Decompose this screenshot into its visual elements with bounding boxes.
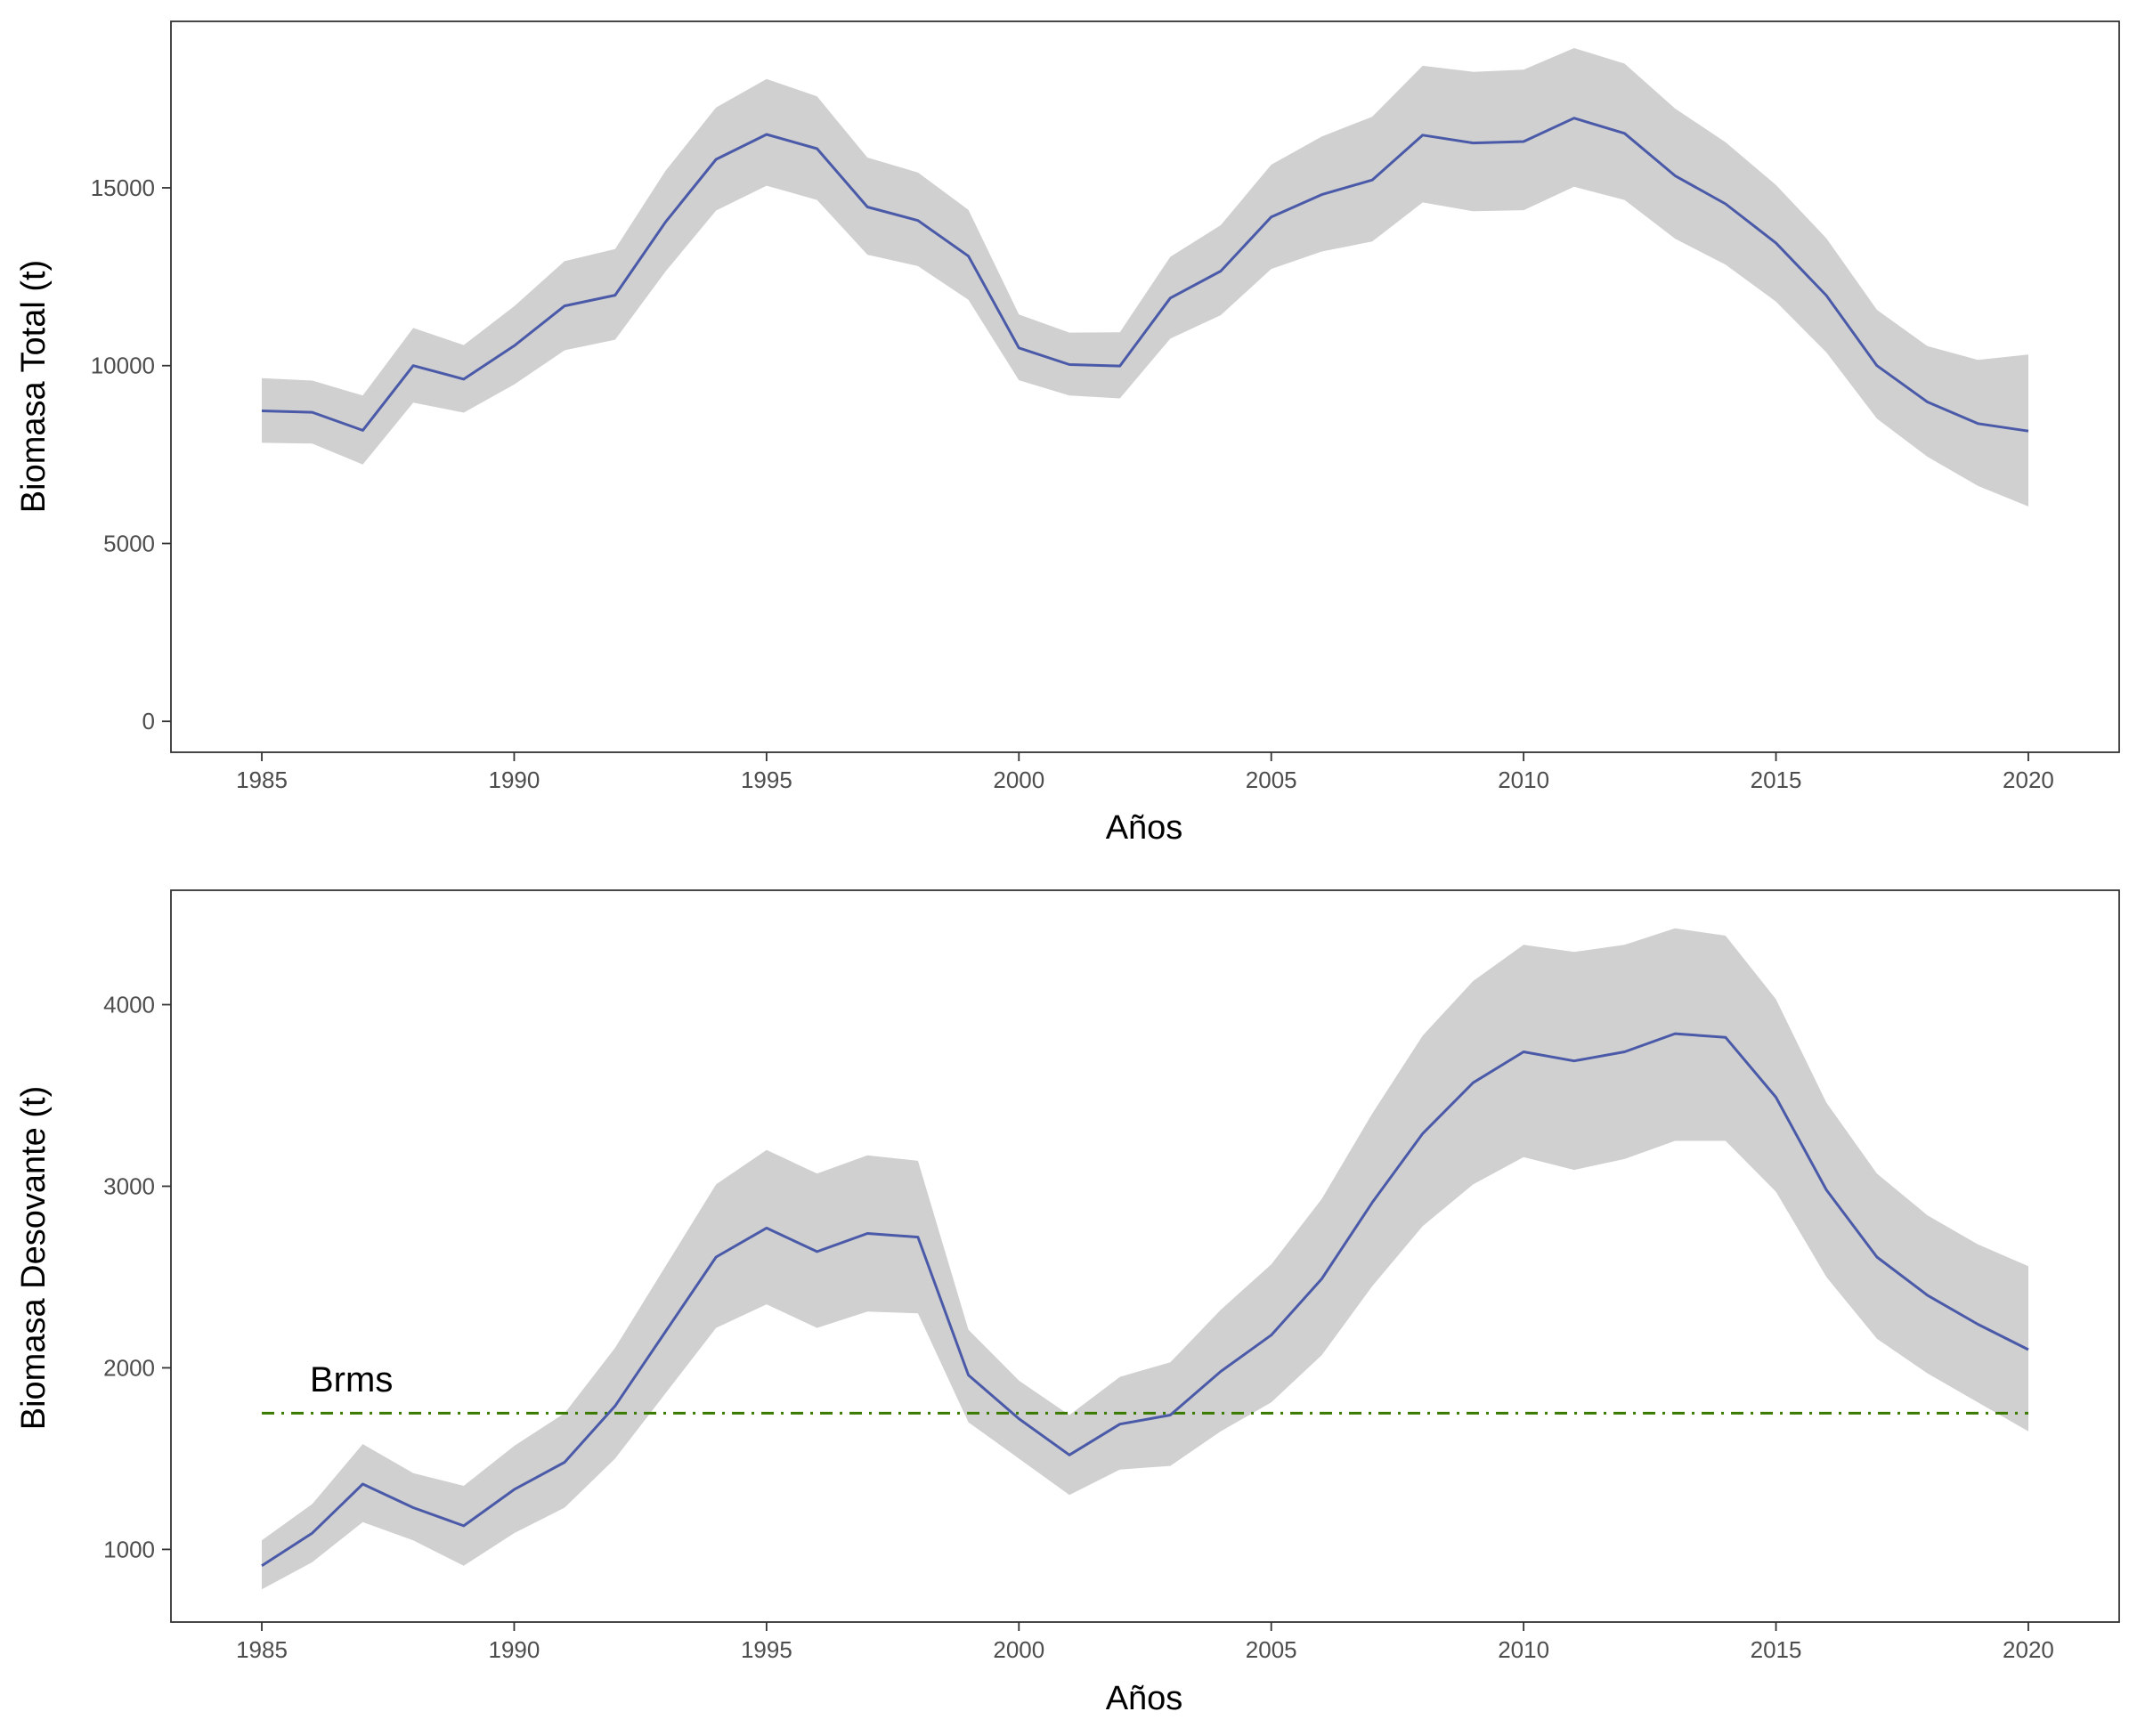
- spawning-biomass-panel: Brms 1985 1990 1995 2000 2005 2010 2015 2020 10…: [15, 889, 2120, 1717]
- y-tick-label: 0: [142, 708, 155, 734]
- x-tick-label: 2015: [1751, 1636, 1802, 1663]
- total-biomass-line-layer: [261, 117, 2029, 433]
- x-tick-label: 1985: [236, 767, 288, 793]
- y-tick-label: 2000: [103, 1354, 155, 1381]
- x-tick-label: 1990: [489, 767, 540, 793]
- x-tick-label: 1995: [741, 767, 792, 793]
- total-biomass-x-axis-title: Años: [1106, 809, 1183, 847]
- spawning-biomass-y-axis-title: Biomasa Desovante (t): [15, 1086, 53, 1431]
- spawning-biomass-x-axis: 1985 1990 1995 2000 2005 2010 2015 2020: [236, 1622, 2054, 1663]
- total-biomass-x-axis: 1985 1990 1995 2000 2005 2010 2015 2020: [236, 752, 2054, 793]
- x-tick-label: 2020: [2003, 767, 2054, 793]
- x-tick-label: 2005: [1246, 1636, 1297, 1663]
- y-tick-label: 5000: [103, 530, 155, 556]
- total-biomass-confidence-band: [262, 48, 2028, 507]
- spawning-biomass-confidence-band: [262, 928, 2028, 1590]
- x-tick-label: 2000: [993, 767, 1044, 793]
- total-biomass-estimate-line: [261, 117, 2029, 433]
- y-tick-label: 4000: [103, 992, 155, 1018]
- x-tick-label: 2010: [1498, 767, 1549, 793]
- spawning-biomass-line-layer: [261, 1032, 2029, 1568]
- x-tick-label: 2010: [1498, 1636, 1549, 1663]
- x-tick-label: 1985: [236, 1636, 288, 1663]
- y-tick-label: 10000: [91, 353, 155, 379]
- x-tick-label: 2000: [993, 1636, 1044, 1663]
- x-tick-label: 1995: [741, 1636, 792, 1663]
- x-tick-label: 2015: [1751, 767, 1802, 793]
- spawning-biomass-y-axis: 1000 2000 3000 4000: [103, 992, 171, 1562]
- x-tick-label: 1990: [489, 1636, 540, 1663]
- y-tick-label: 1000: [103, 1536, 155, 1562]
- total-biomass-band-layer: [262, 48, 2028, 507]
- total-biomass-plot-frame: [170, 20, 2120, 753]
- y-tick-label: 15000: [91, 174, 155, 201]
- spawning-biomass-x-axis-title: Años: [1106, 1680, 1183, 1717]
- x-tick-label: 2020: [2003, 1636, 2054, 1663]
- x-tick-label: 2005: [1246, 767, 1297, 793]
- total-biomass-y-axis-title: Biomasa Total (t): [15, 260, 53, 513]
- total-biomass-panel: 1985 1990 1995 2000 2005 2010 2015 2020 0 5000 10…: [15, 20, 2120, 847]
- spawning-biomass-plot-frame: [170, 889, 2120, 1623]
- spawning-biomass-estimate-line: [261, 1032, 2029, 1568]
- y-tick-label: 3000: [103, 1172, 155, 1199]
- total-biomass-y-axis: 0 5000 10000 15000: [91, 174, 171, 734]
- spawning-biomass-band-layer: [262, 928, 2028, 1590]
- brms-label: Brms: [310, 1360, 393, 1399]
